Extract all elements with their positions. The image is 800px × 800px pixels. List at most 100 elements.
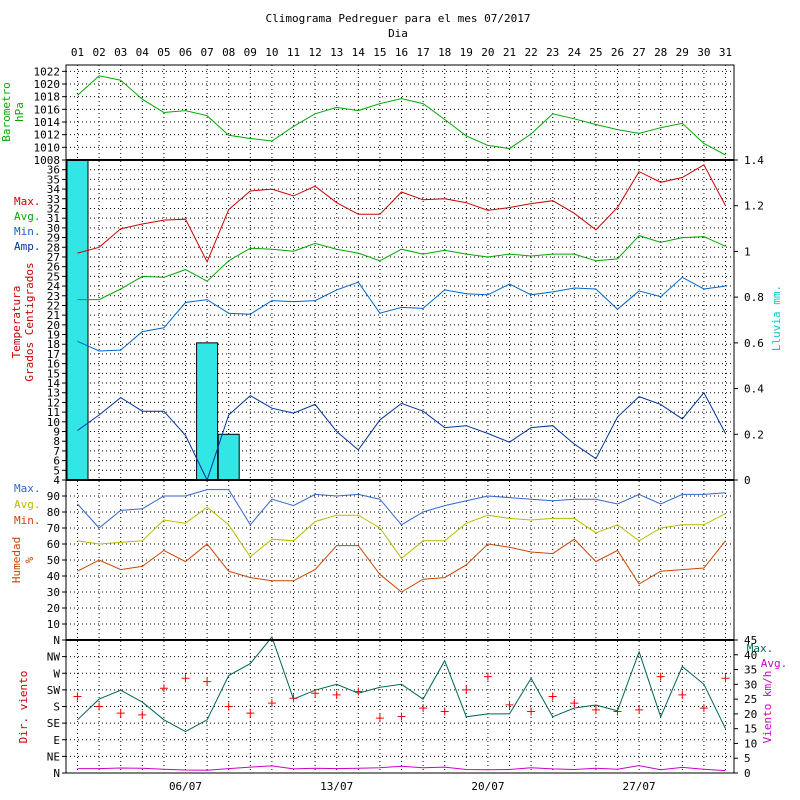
temperature-tick-label-14: 14 xyxy=(47,377,61,390)
day-tick-label-31: 31 xyxy=(719,46,732,59)
temperature-line-amp xyxy=(77,391,726,482)
day-tick-label-17: 17 xyxy=(416,46,429,59)
humidity-legend-min: Min. xyxy=(14,514,41,527)
rain-tick-label-0.8: 0.8 xyxy=(744,291,764,304)
humidity-tick-label-80: 80 xyxy=(47,506,60,519)
temperature-tick-label-21: 21 xyxy=(47,309,60,322)
humidity-line-max xyxy=(77,489,726,529)
day-tick-label-22: 22 xyxy=(524,46,537,59)
day-tick-label-12: 12 xyxy=(308,46,321,59)
rain-tick-label-0.2: 0.2 xyxy=(744,428,764,441)
barometer-tick-label-1008: 1008 xyxy=(34,154,61,167)
temperature-line-max xyxy=(77,164,726,263)
day-tick-label-21: 21 xyxy=(503,46,516,59)
temperature-legend-avg: Avg. xyxy=(14,210,41,223)
rain-bar-01 xyxy=(66,159,89,481)
wind-direction-marker-12 xyxy=(311,689,320,698)
temperature-tick-label-5: 5 xyxy=(53,464,60,477)
temperature-tick-label-9: 9 xyxy=(53,426,60,439)
wind-direction-marker-09 xyxy=(246,709,255,718)
wind-speed-tick-label-15: 15 xyxy=(744,723,757,736)
wind-dir-tick-label-8: N xyxy=(53,634,60,647)
day-tick-label-15: 15 xyxy=(373,46,386,59)
wind-direction-marker-06 xyxy=(181,674,190,683)
wind-direction-marker-16 xyxy=(397,712,406,721)
wind-direction-marker-17 xyxy=(419,704,428,713)
wind-speed-line-avg xyxy=(77,765,726,772)
day-tick-label-05: 05 xyxy=(157,46,170,59)
rain-tick-label-0.4: 0.4 xyxy=(744,383,764,396)
temperature-axis-title-0: Temperatura xyxy=(10,286,23,359)
wind-direction-marker-03 xyxy=(116,709,125,718)
temperature-tick-label-13: 13 xyxy=(47,387,60,400)
wind-direction-marker-13 xyxy=(332,690,341,699)
temperature-tick-label-7: 7 xyxy=(53,445,60,458)
day-tick-label-18: 18 xyxy=(438,46,451,59)
temperature-tick-label-8: 8 xyxy=(53,435,60,448)
wind-speed-tick-label-5: 5 xyxy=(744,752,751,765)
barometer-line xyxy=(77,75,726,156)
wind-dir-tick-label-5: SW xyxy=(47,684,61,697)
temperature-line-avg xyxy=(77,235,726,301)
wind-direction-marker-29 xyxy=(678,690,687,699)
humidity-tick-label-70: 70 xyxy=(47,522,60,535)
temperature-axis-title-1: Grados Centigrados xyxy=(23,262,36,381)
week-tick-label-27: 27/07 xyxy=(623,780,656,793)
barometer-tick-label-1020: 1020 xyxy=(34,78,61,91)
week-tick-label-6: 06/07 xyxy=(169,780,202,793)
temperature-tick-label-32: 32 xyxy=(47,202,60,215)
humidity-tick-label-50: 50 xyxy=(47,554,60,567)
barometer-axis-title-0: Barometro xyxy=(0,82,13,142)
wind-direction-marker-24 xyxy=(570,699,579,708)
humidity-axis-title-1: % xyxy=(23,556,36,563)
day-tick-label-10: 10 xyxy=(265,46,278,59)
day-tick-label-06: 06 xyxy=(179,46,192,59)
wind-speed-tick-label-45: 45 xyxy=(744,634,757,647)
temperature-legend-amp: Amp. xyxy=(14,240,41,253)
wind-direction-marker-21 xyxy=(505,700,514,709)
day-tick-label-27: 27 xyxy=(632,46,645,59)
humidity-tick-label-90: 90 xyxy=(47,490,60,503)
outer-frame xyxy=(65,64,735,774)
day-tick-label-14: 14 xyxy=(352,46,366,59)
temperature-tick-label-6: 6 xyxy=(53,455,60,468)
wind-dir-tick-label-4: S xyxy=(53,701,60,714)
barometer-tick-label-1016: 1016 xyxy=(34,103,61,116)
wind-dir-tick-label-7: NW xyxy=(47,651,61,664)
day-tick-label-02: 02 xyxy=(92,46,105,59)
temperature-tick-label-35: 35 xyxy=(47,173,60,186)
day-tick-label-20: 20 xyxy=(481,46,494,59)
temperature-tick-label-23: 23 xyxy=(47,290,60,303)
barometer-tick-label-1018: 1018 xyxy=(34,91,61,104)
rain-tick-label-1: 1 xyxy=(744,245,751,258)
wind-direction-marker-05 xyxy=(159,684,168,693)
temperature-tick-label-4: 4 xyxy=(53,474,60,487)
wind-direction-marker-08 xyxy=(224,702,233,711)
humidity-tick-label-20: 20 xyxy=(47,602,60,615)
rain-tick-label-0: 0 xyxy=(744,474,751,487)
temperature-line-min xyxy=(77,276,726,352)
barometer-tick-label-1012: 1012 xyxy=(34,129,61,142)
wind-legend-avg: Avg. xyxy=(761,657,788,670)
humidity-axis-title-0: Humedad xyxy=(10,537,23,583)
wind-dir-tick-label-0: N xyxy=(53,767,60,780)
barometer-axis-title-1: hPa xyxy=(13,102,26,122)
humidity-legend-avg: Avg. xyxy=(14,498,41,511)
temperature-tick-label-18: 18 xyxy=(47,338,60,351)
day-tick-label-08: 08 xyxy=(222,46,235,59)
temperature-tick-label-20: 20 xyxy=(47,319,60,332)
wind-direction-marker-10 xyxy=(267,699,276,708)
temperature-tick-label-24: 24 xyxy=(47,280,61,293)
temperature-tick-label-25: 25 xyxy=(47,270,60,283)
temperature-legend-min: Min. xyxy=(14,225,41,238)
barometer-tick-label-1010: 1010 xyxy=(34,141,61,154)
day-tick-label-03: 03 xyxy=(114,46,127,59)
rain-bar-08 xyxy=(217,433,240,481)
barometer-tick-label-1022: 1022 xyxy=(34,65,61,78)
temperature-tick-label-15: 15 xyxy=(47,367,60,380)
humidity-tick-label-60: 60 xyxy=(47,538,60,551)
day-tick-label-19: 19 xyxy=(460,46,473,59)
wind-speed-tick-label-30: 30 xyxy=(744,678,757,691)
wind-direction-marker-28 xyxy=(656,672,665,681)
rain-tick-label-1.4: 1.4 xyxy=(744,154,764,167)
